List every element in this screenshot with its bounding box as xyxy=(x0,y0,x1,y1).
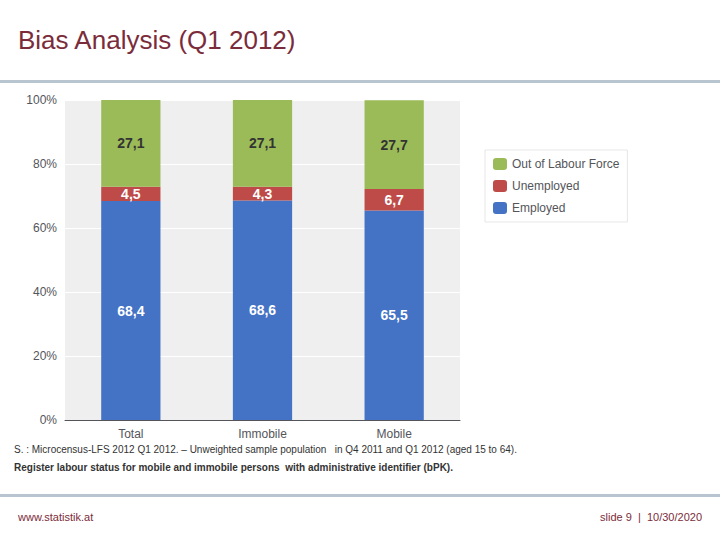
svg-text:68,6: 68,6 xyxy=(249,302,276,318)
svg-text:68,4: 68,4 xyxy=(117,303,144,319)
svg-text:Unemployed: Unemployed xyxy=(512,179,579,193)
svg-text:slide 9 | 10/30/2020: slide 9 | 10/30/2020 xyxy=(600,511,702,523)
svg-text:27,1: 27,1 xyxy=(249,135,276,151)
svg-text:6,7: 6,7 xyxy=(384,192,404,208)
svg-text:60%: 60% xyxy=(33,221,57,235)
svg-text:Register labour status for mob: Register labour status for mobile and im… xyxy=(14,462,453,473)
svg-text:65,5: 65,5 xyxy=(381,307,408,323)
svg-text:www.statistik.at: www.statistik.at xyxy=(17,511,93,523)
svg-text:40%: 40% xyxy=(33,285,57,299)
svg-text:Immobile: Immobile xyxy=(238,427,287,441)
svg-text:Employed: Employed xyxy=(512,201,565,215)
svg-text:S. : Microcensus-LFS 2012 Q1 2: S. : Microcensus-LFS 2012 Q1 2012. – Unw… xyxy=(14,444,517,455)
svg-text:Out of Labour Force: Out of Labour Force xyxy=(512,157,620,171)
svg-text:4,5: 4,5 xyxy=(121,186,141,202)
svg-text:100%: 100% xyxy=(26,93,57,107)
svg-text:27,7: 27,7 xyxy=(381,137,408,153)
svg-text:27,1: 27,1 xyxy=(117,135,144,151)
svg-text:20%: 20% xyxy=(33,349,57,363)
svg-text:80%: 80% xyxy=(33,157,57,171)
svg-text:Total: Total xyxy=(118,427,143,441)
svg-text:Mobile: Mobile xyxy=(376,427,412,441)
svg-text:0%: 0% xyxy=(40,413,58,427)
svg-text:Bias Analysis (Q1 2012): Bias Analysis (Q1 2012) xyxy=(18,25,295,55)
svg-text:4,3: 4,3 xyxy=(253,186,273,202)
